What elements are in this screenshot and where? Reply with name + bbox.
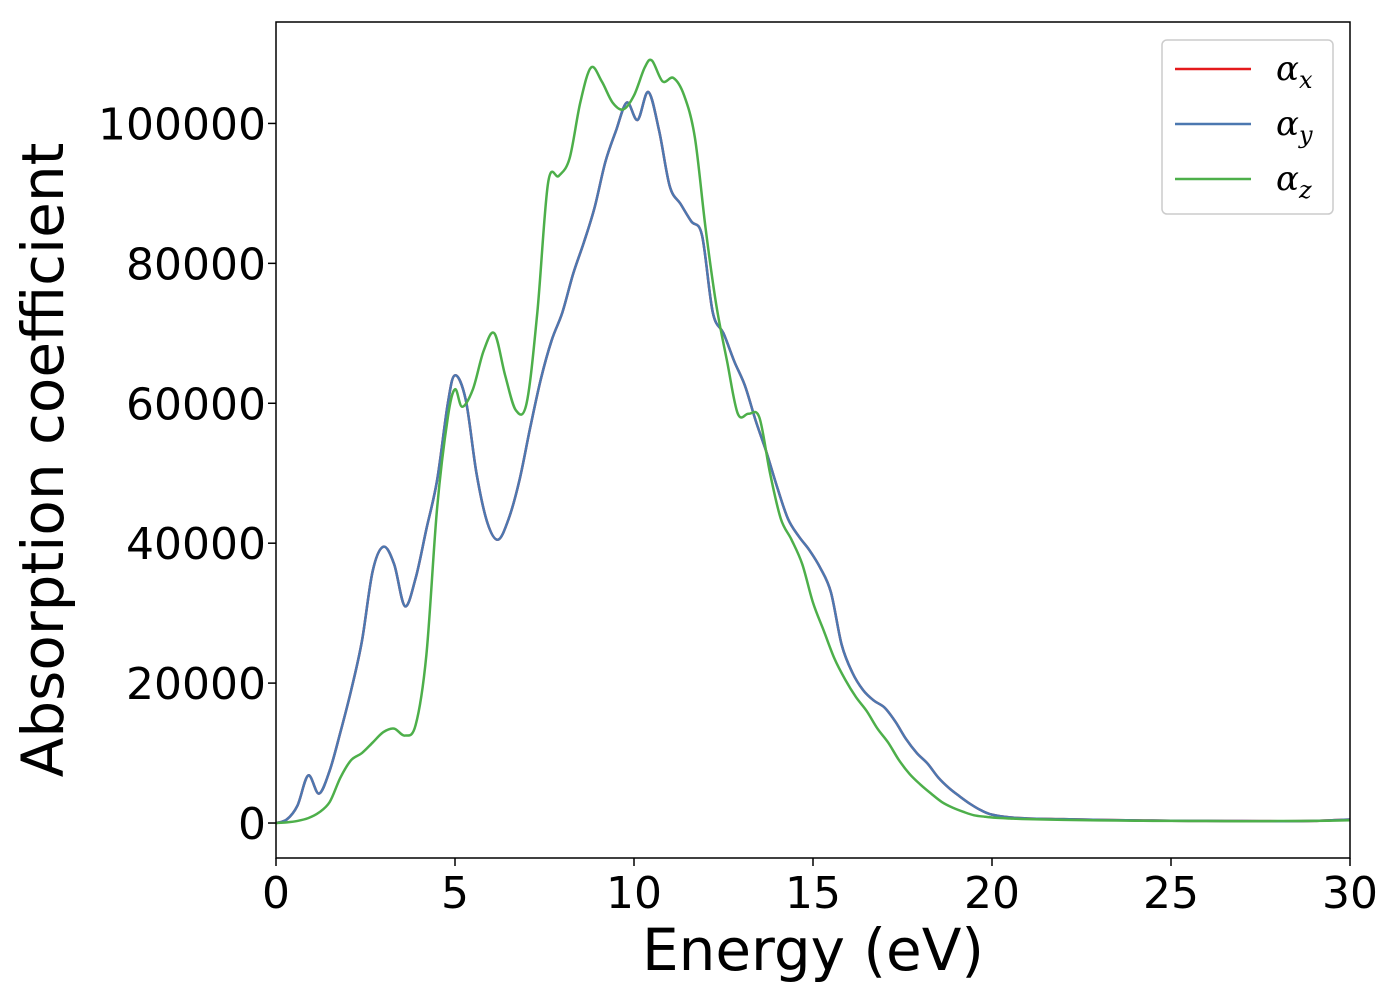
y-tick-label: 40000 <box>126 519 266 570</box>
legend-entry-z: αz <box>1276 159 1312 204</box>
series-layer <box>275 58 1351 825</box>
y-tick-label: 60000 <box>126 379 266 430</box>
legend-entry-x: αx <box>1276 49 1313 94</box>
y-tick-label: 0 <box>238 799 266 850</box>
x-axis-label: Energy (eV) <box>642 916 984 984</box>
y-tick-label: 80000 <box>126 239 266 290</box>
x-tick-label: 5 <box>441 868 469 919</box>
x-axis-ticks: 0 5 10 15 20 25 30 <box>262 858 1378 919</box>
y-tick-label: 100000 <box>98 99 266 150</box>
series-line-y <box>275 90 1351 825</box>
x-tick-label: 15 <box>785 868 841 919</box>
legend-entry-y: αy <box>1276 104 1313 149</box>
y-tick-label: 20000 <box>126 659 266 710</box>
series-line-z <box>275 58 1351 825</box>
x-tick-label: 25 <box>1143 868 1199 919</box>
legend: αx αy αz <box>1161 39 1334 215</box>
x-tick-label: 0 <box>262 868 290 919</box>
legend-box <box>1161 39 1334 215</box>
x-tick-label: 30 <box>1322 868 1378 919</box>
x-tick-label: 10 <box>606 868 662 919</box>
y-axis-ticks: 0 20000 40000 60000 80000 100000 <box>98 99 276 850</box>
y-axis-label: Absorption coefficient <box>9 143 77 778</box>
x-tick-label: 20 <box>964 868 1020 919</box>
